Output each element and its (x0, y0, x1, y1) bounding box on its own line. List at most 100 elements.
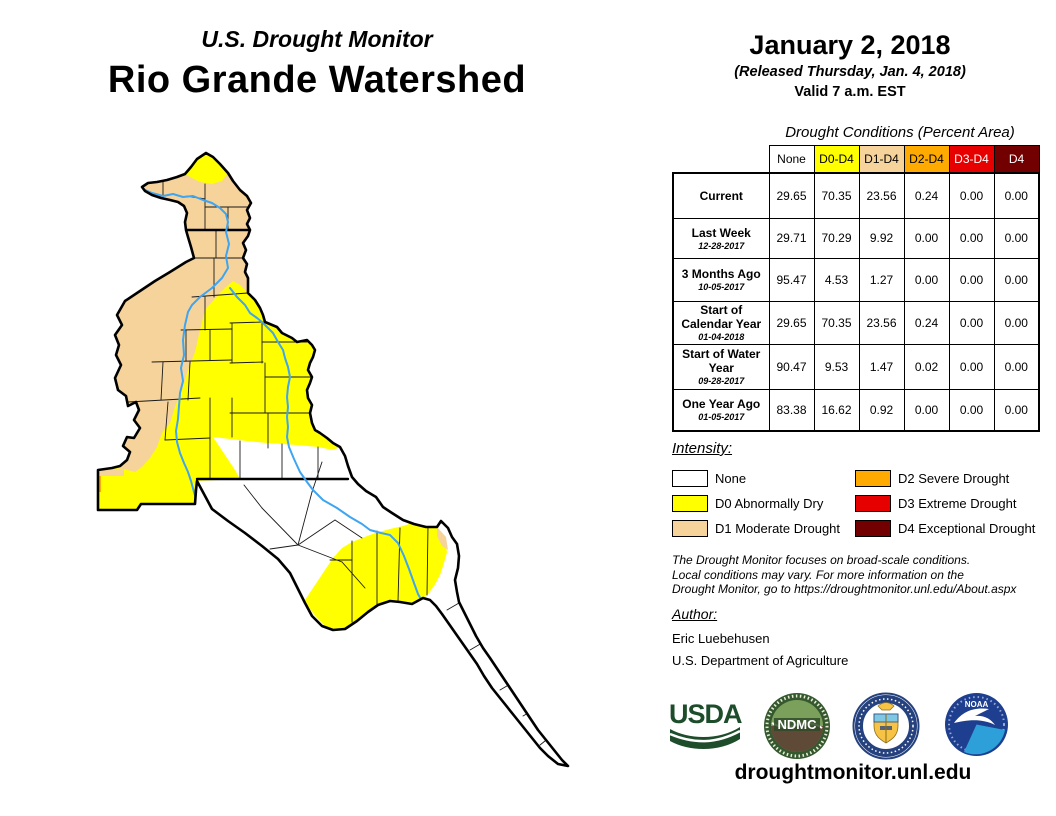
legend-swatch (672, 470, 708, 487)
table-row: Current 29.65 70.35 23.56 0.24 0.00 0.00 (672, 172, 1040, 219)
row-date: 01-04-2018 (698, 332, 745, 342)
county-line (164, 401, 169, 441)
county-line (297, 519, 336, 546)
county-line (397, 527, 401, 602)
table-cell: 29.71 (768, 217, 815, 259)
watershed-outline (96, 151, 570, 768)
table-col-header: D4 (993, 145, 1040, 174)
table-col-header: D2-D4 (903, 145, 950, 174)
table-cell: 0.00 (993, 343, 1040, 390)
footer-url: droughtmonitor.unl.edu (734, 761, 972, 784)
valid-time: Valid 7 a.m. EST (794, 84, 906, 100)
table-cell: 0.00 (948, 343, 995, 390)
table-col-header: None (768, 145, 815, 174)
disclaimer-line: Local conditions may vary. For more info… (672, 567, 964, 582)
legend-column-right: D2 Severe Drought D3 Extreme Drought D4 Ex… (855, 466, 1035, 541)
legend-label: D0 Abnormally Dry (715, 496, 824, 511)
row-date: 10-05-2017 (698, 282, 745, 292)
table-cell: 83.38 (768, 388, 815, 432)
date-block: January 2, 2018 (Released Thursday, Jan.… (690, 30, 1010, 100)
intensity-legend: Intensity: None D0 Abnormally Dry D1 Moder… (672, 440, 1052, 537)
table-col-header: D1-D4 (858, 145, 905, 174)
legend-item: D2 Severe Drought (855, 466, 1035, 491)
table-col-header: D3-D4 (948, 145, 995, 174)
svg-text:USDA: USDA (669, 700, 742, 729)
row-label: Current (672, 172, 770, 219)
table-cell: 0.24 (903, 300, 950, 345)
county-line (446, 602, 460, 611)
table-cell: 70.35 (813, 172, 860, 219)
legend-label: None (715, 471, 747, 486)
table-cell: 0.00 (948, 172, 995, 219)
table-cell: 0.92 (858, 388, 905, 432)
row-label: Start of Water Year 09-28-2017 (672, 343, 770, 390)
table-cell: 0.00 (903, 257, 950, 302)
usda-logo: USDA (669, 700, 742, 750)
table-cell: 70.35 (813, 300, 860, 345)
row-label: Last Week 12-28-2017 (672, 217, 770, 259)
table-cell: 0.00 (948, 257, 995, 302)
legend-item: D1 Moderate Drought (672, 516, 840, 541)
legend-swatch (855, 470, 891, 487)
page-title: Rio Grande Watershed (107, 59, 527, 101)
table-cell: 0.02 (903, 343, 950, 390)
county-line (311, 461, 323, 493)
author-block: Author: Eric Luebehusen U.S. Department … (672, 606, 848, 668)
legend-item: D4 Exceptional Drought (855, 516, 1035, 541)
row-label: Start of Calendar Year 01-04-2018 (672, 300, 770, 345)
table-cell: 23.56 (858, 172, 905, 219)
legend-swatch (855, 520, 891, 537)
rio-grande-river (142, 188, 230, 509)
author-heading: Author: (672, 606, 718, 622)
county-line (297, 544, 343, 563)
legend-heading: Intensity: (672, 440, 733, 457)
legend-item: D0 Abnormally Dry (672, 491, 840, 516)
table-cell: 0.00 (993, 217, 1040, 259)
report-title: U.S. Drought Monitor (201, 26, 433, 52)
author-org: U.S. Department of Agriculture (672, 653, 849, 668)
county-line (187, 361, 191, 401)
title-block: U.S. Drought Monitor Rio Grande Watershe… (57, 26, 577, 102)
table-cell: 29.65 (768, 300, 815, 345)
legend-column-left: None D0 Abnormally Dry D1 Moderate Drought (672, 466, 840, 541)
noaa-logo: NOAA (945, 693, 1008, 756)
table-cell: 0.00 (903, 217, 950, 259)
map-date: January 2, 2018 (749, 30, 951, 60)
ndmc-logo: NDMC (764, 693, 830, 759)
drought-table-wrap: None D0-D4 D1-D4 D2-D4 D3-D4 D4 Current 29.65 7… (672, 145, 1040, 432)
table-cell: 0.00 (993, 257, 1040, 302)
disclaimer-line: The Drought Monitor focuses on broad-sca… (672, 553, 971, 567)
drought-conditions-table: None D0-D4 D1-D4 D2-D4 D3-D4 D4 Current 29.65 7… (672, 145, 1040, 432)
table-col-header: D0-D4 (813, 145, 860, 174)
svg-text:NDMC: NDMC (778, 717, 818, 732)
table-cell: 16.62 (813, 388, 860, 432)
legend-label: D1 Moderate Drought (715, 521, 841, 536)
legend-item: None (672, 466, 840, 491)
county-line (334, 519, 363, 539)
county-line (341, 561, 366, 589)
table-row: Start of Water Year 09-28-2017 90.47 9.53 1.… (672, 343, 1040, 390)
county-line (243, 484, 263, 509)
table-cell: 0.00 (903, 388, 950, 432)
region-d1-sliver (98, 469, 124, 476)
table-cell: 1.27 (858, 257, 905, 302)
row-label: One Year Ago 01-05-2017 (672, 388, 770, 432)
county-line (261, 507, 299, 546)
county-line (151, 359, 233, 363)
county-line (297, 491, 313, 546)
table-cell: 0.00 (948, 217, 995, 259)
table-cell: 4.53 (813, 257, 860, 302)
row-date: 12-28-2017 (698, 240, 745, 251)
table-row: One Year Ago 01-05-2017 83.38 16.62 0.92 0.00… (672, 388, 1040, 432)
county-line (229, 361, 264, 364)
table-corner-blank (673, 145, 769, 173)
table-cell: 29.65 (768, 172, 815, 219)
release-date: (Released Thursday, Jan. 4, 2018) (734, 64, 966, 80)
author-name: Eric Luebehusen (672, 631, 770, 646)
region-d1-patch (437, 527, 448, 550)
table-cell: 0.00 (948, 300, 995, 345)
legend-swatch (855, 495, 891, 512)
table-cell: 23.56 (858, 300, 905, 345)
table-cell: 0.00 (993, 388, 1040, 432)
